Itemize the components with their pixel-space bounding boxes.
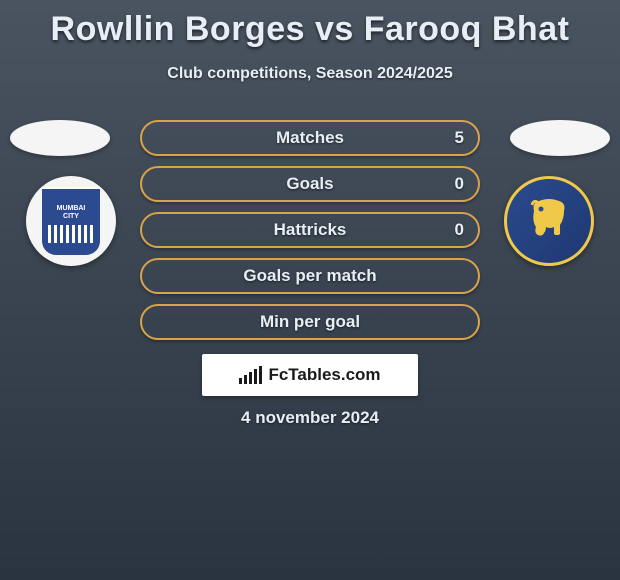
stat-row: Hattricks 0 bbox=[140, 212, 480, 248]
stat-row: Min per goal bbox=[140, 304, 480, 340]
club-logo-right bbox=[504, 176, 594, 266]
stat-row: Matches 5 bbox=[140, 120, 480, 156]
generation-date: 4 november 2024 bbox=[0, 408, 620, 428]
site-name: FcTables.com bbox=[268, 365, 380, 385]
page-subtitle: Club competitions, Season 2024/2025 bbox=[0, 65, 620, 83]
mumbai-city-crest-icon: MUMBAICITY bbox=[42, 187, 100, 255]
stat-label: Min per goal bbox=[260, 312, 360, 332]
player-photo-left bbox=[10, 120, 110, 156]
stat-label: Hattricks bbox=[274, 220, 347, 240]
stat-value-right: 0 bbox=[455, 220, 464, 240]
club-logo-left: MUMBAICITY bbox=[26, 176, 116, 266]
stat-value-right: 0 bbox=[455, 174, 464, 194]
site-attribution-badge: FcTables.com bbox=[202, 354, 418, 396]
bar-chart-icon bbox=[239, 366, 262, 384]
stat-row: Goals per match bbox=[140, 258, 480, 294]
stat-row: Goals 0 bbox=[140, 166, 480, 202]
stat-label: Goals per match bbox=[243, 266, 376, 286]
stats-container: Matches 5 Goals 0 Hattricks 0 Goals per match M… bbox=[140, 120, 480, 350]
player-photo-right bbox=[510, 120, 610, 156]
kerala-blasters-elephant-icon bbox=[524, 191, 574, 251]
page-title: Rowllin Borges vs Farooq Bhat bbox=[0, 0, 620, 49]
stat-label: Matches bbox=[276, 128, 344, 148]
stat-label: Goals bbox=[286, 174, 333, 194]
stat-value-right: 5 bbox=[455, 128, 464, 148]
